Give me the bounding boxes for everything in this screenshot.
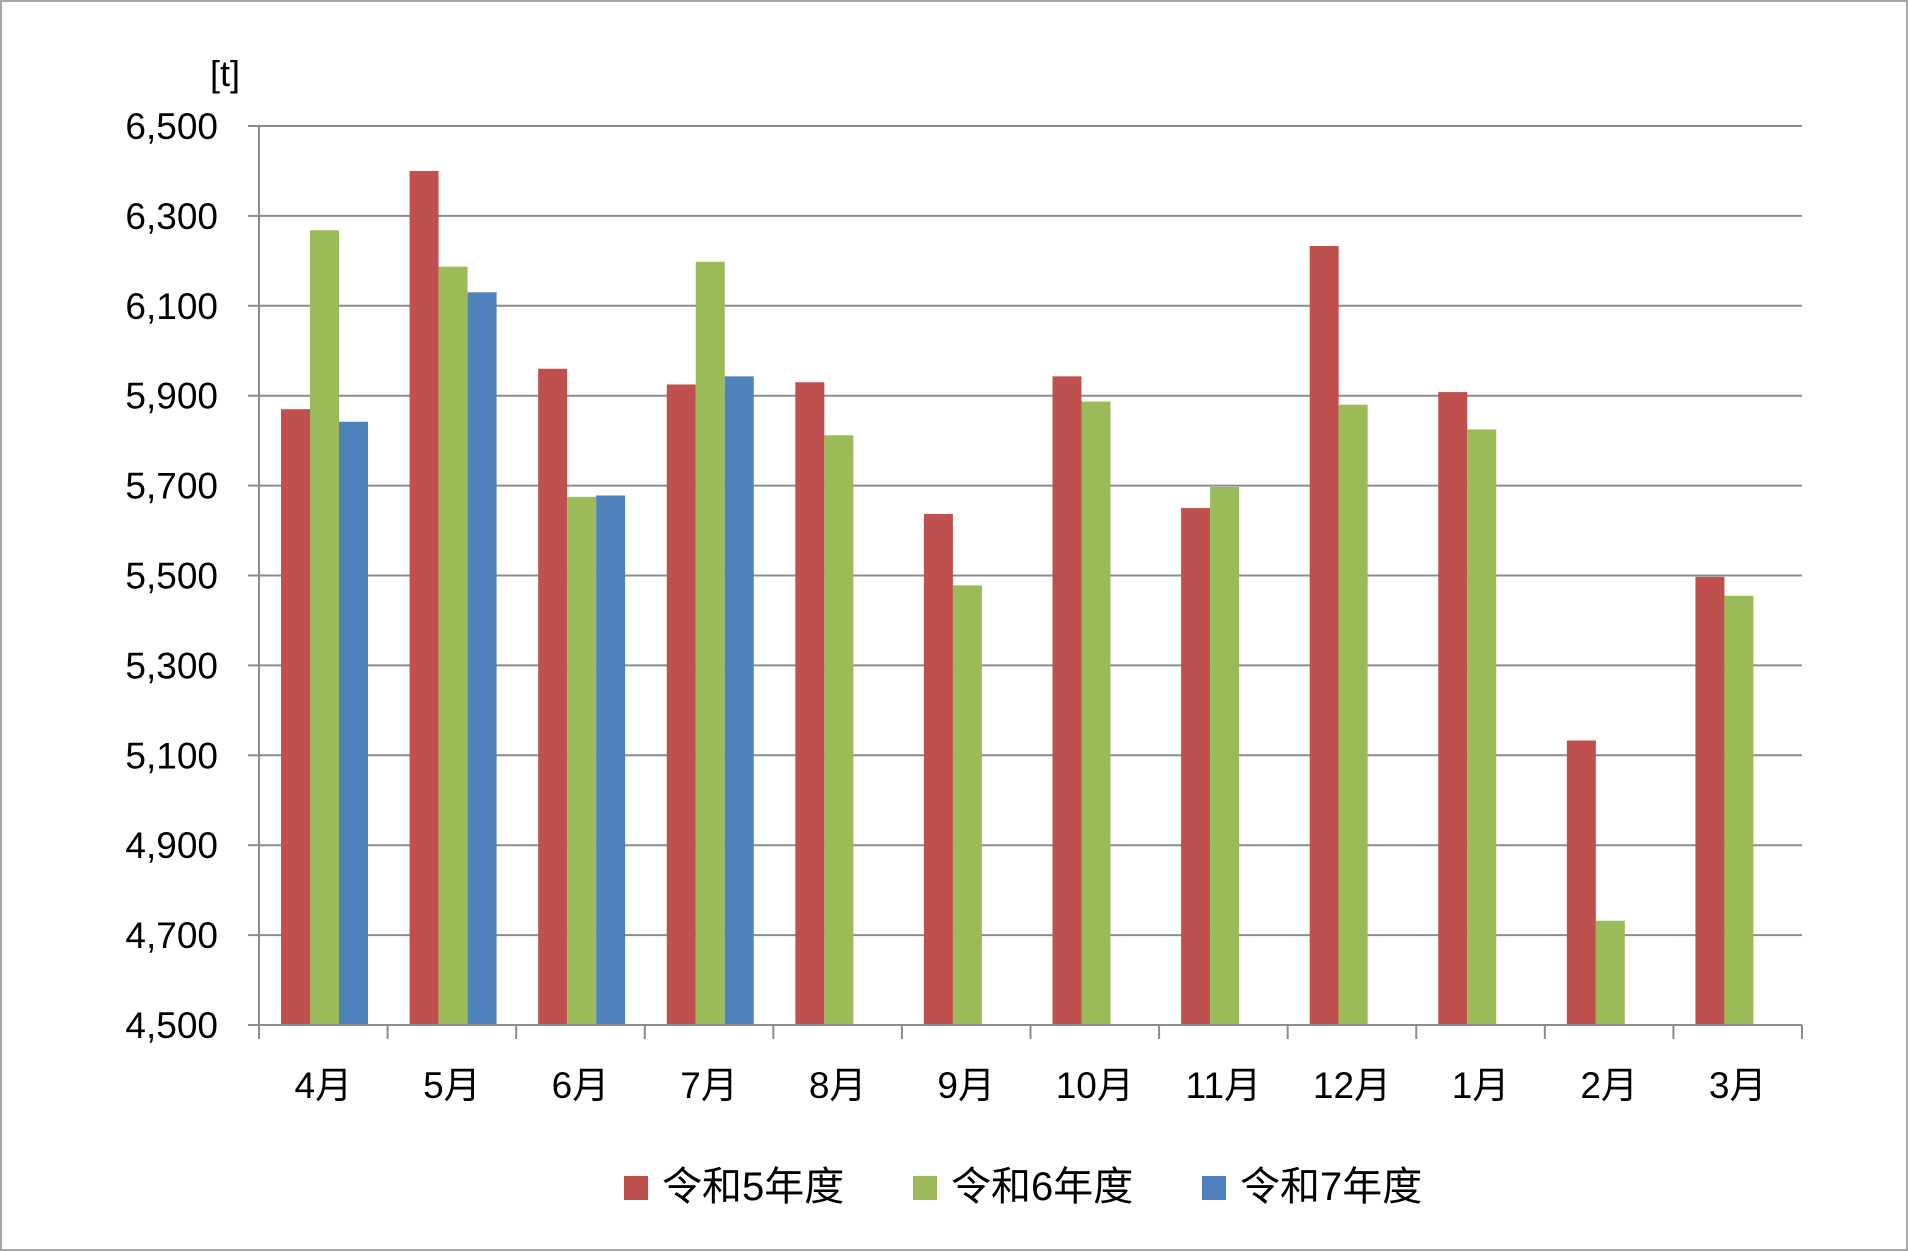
y-tick-label: 5,500 <box>125 556 218 597</box>
x-tick-label: 10月 <box>1056 1065 1134 1106</box>
bar-2-8 <box>1210 486 1240 1025</box>
y-tick-label: 5,100 <box>125 735 218 776</box>
bar-2-12 <box>1724 595 1754 1025</box>
bar-2-5 <box>824 435 854 1026</box>
x-tick-label: 8月 <box>809 1065 867 1106</box>
bar-3-3 <box>596 495 626 1025</box>
bar-2-7 <box>1081 401 1111 1026</box>
x-tick-label: 7月 <box>680 1065 738 1106</box>
bar-2-6 <box>952 585 982 1025</box>
y-tick-label: 5,700 <box>125 466 218 507</box>
x-tick-label: 3月 <box>1709 1065 1767 1106</box>
y-tick-label: 4,900 <box>125 825 218 866</box>
bar-1-4 <box>666 384 696 1025</box>
bar-3-1 <box>339 421 368 1025</box>
gridlines <box>259 125 1802 937</box>
legend-label-3: 令和7年度 <box>1240 1165 1422 1209</box>
bar-1-2 <box>409 170 439 1025</box>
bar-1-1 <box>281 409 310 1025</box>
x-tick-label: 1月 <box>1452 1065 1510 1106</box>
y-tick-label: 6,500 <box>125 106 218 147</box>
bar-1-12 <box>1695 576 1725 1025</box>
bar-1-10 <box>1438 392 1468 1025</box>
bar-3-4 <box>724 376 754 1026</box>
bar-2-9 <box>1338 404 1368 1025</box>
y-tick-label: 5,900 <box>125 376 218 417</box>
x-tick-label: 11月 <box>1186 1065 1261 1106</box>
x-tick-label: 2月 <box>1580 1065 1638 1106</box>
bar-2-11 <box>1595 920 1625 1025</box>
legend-swatch-1 <box>624 1176 648 1200</box>
bar-1-11 <box>1566 740 1596 1025</box>
bar-1-7 <box>1052 376 1082 1026</box>
bar-1-8 <box>1181 508 1211 1025</box>
legend-label-1: 令和5年度 <box>662 1165 844 1209</box>
x-tick-label: 9月 <box>937 1065 995 1106</box>
bar-1-9 <box>1309 246 1339 1026</box>
y-tick-label: 4,500 <box>125 1005 218 1046</box>
y-tick-label: 5,300 <box>125 645 218 686</box>
x-tick-label: 5月 <box>423 1065 481 1106</box>
legend-label-2: 令和6年度 <box>951 1165 1133 1209</box>
bar-2-3 <box>567 496 597 1025</box>
legend-swatch-2 <box>913 1176 937 1200</box>
x-tick-label: 6月 <box>552 1065 610 1106</box>
bar-1-6 <box>923 513 953 1025</box>
bar-3-2 <box>467 292 497 1025</box>
y-unit-label: [t] <box>210 53 240 94</box>
axis-labels: 4,500 4,700 4,900 5,100 5,300 5,500 5,700 5,900… <box>125 106 1766 1106</box>
bar-2-1 <box>310 230 339 1025</box>
x-tick-label: 4月 <box>295 1065 353 1106</box>
bar-2-2 <box>438 266 468 1026</box>
bars <box>281 170 1754 1026</box>
legend: 令和5年度 令和6年度 令和7年度 <box>624 1165 1422 1209</box>
y-tick-label: 6,100 <box>125 286 218 327</box>
y-tick-label: 6,300 <box>125 196 218 237</box>
y-tick-label: 4,700 <box>125 915 218 956</box>
bar-1-5 <box>795 382 825 1026</box>
bar-2-10 <box>1467 429 1497 1026</box>
bar-2-4 <box>695 261 725 1025</box>
legend-swatch-3 <box>1202 1176 1226 1200</box>
axes <box>248 125 1803 1039</box>
bar-1-3 <box>538 368 568 1026</box>
x-tick-label: 12月 <box>1313 1065 1391 1106</box>
